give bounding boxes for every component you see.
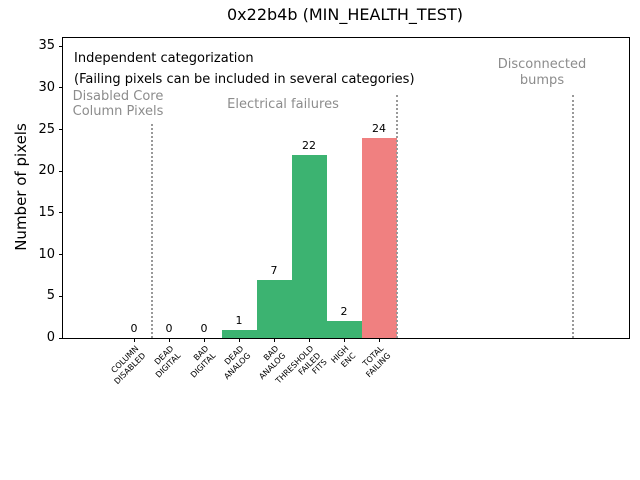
y-tick — [59, 254, 63, 256]
y-tick-label: 25 — [38, 121, 55, 137]
bar-value-label: 1 — [235, 313, 243, 327]
y-tick-label: 35 — [38, 38, 55, 54]
annotation-independent: Independent categorization — [74, 51, 254, 66]
y-tick — [59, 295, 63, 297]
bar — [326, 321, 362, 338]
annotation-group-disabled: Disabled Core Column Pixels — [72, 89, 164, 119]
bar-value-label: 2 — [340, 305, 348, 319]
group-separator-line — [150, 124, 153, 338]
x-tick — [273, 338, 275, 342]
y-tick — [59, 45, 63, 47]
x-tick — [308, 338, 310, 342]
plot-area: 0 5 10 15 20 25 30 35 0 COLUMN DISABLED 0 DEAD DIGI… — [38, 37, 630, 386]
bar — [256, 279, 292, 338]
bar-value-label: 7 — [270, 263, 278, 277]
y-tick — [59, 212, 63, 214]
x-tick — [133, 338, 135, 342]
y-tick-label: 15 — [38, 204, 55, 220]
annotation-failing-note: (Failing pixels can be included in sever… — [74, 72, 415, 87]
group-separator-line — [571, 95, 574, 338]
x-tick — [203, 338, 205, 342]
y-axis-label: Number of pixels — [12, 123, 30, 251]
y-tick-label: 10 — [38, 246, 55, 262]
annotation-group-disconnected: Disconnected bumps — [497, 57, 587, 88]
y-tick — [59, 87, 63, 89]
y-tick-label: 30 — [38, 79, 55, 95]
x-tick — [168, 338, 170, 342]
y-tick-label: 0 — [46, 330, 55, 345]
y-tick-label: 5 — [46, 288, 55, 304]
annotation-group-electrical: Electrical failures — [227, 97, 339, 112]
bar — [291, 154, 327, 338]
bar — [221, 329, 257, 338]
x-tick — [343, 338, 345, 342]
y-tick-label: 20 — [38, 163, 55, 179]
y-tick — [59, 170, 63, 172]
chart-title: 0x22b4b (MIN_HEALTH_TEST) — [227, 5, 463, 24]
x-tick — [238, 338, 240, 342]
bar-value-label: 24 — [372, 121, 386, 135]
y-tick — [59, 129, 63, 131]
bar-value-label: 0 — [200, 322, 208, 335]
bar-value-label: 0 — [165, 322, 173, 335]
bar-value-label: 0 — [130, 322, 138, 335]
group-separator-line — [395, 95, 398, 338]
y-tick — [59, 337, 63, 339]
bar-value-label: 22 — [302, 138, 316, 152]
x-tick — [378, 338, 380, 342]
bar — [361, 137, 397, 338]
